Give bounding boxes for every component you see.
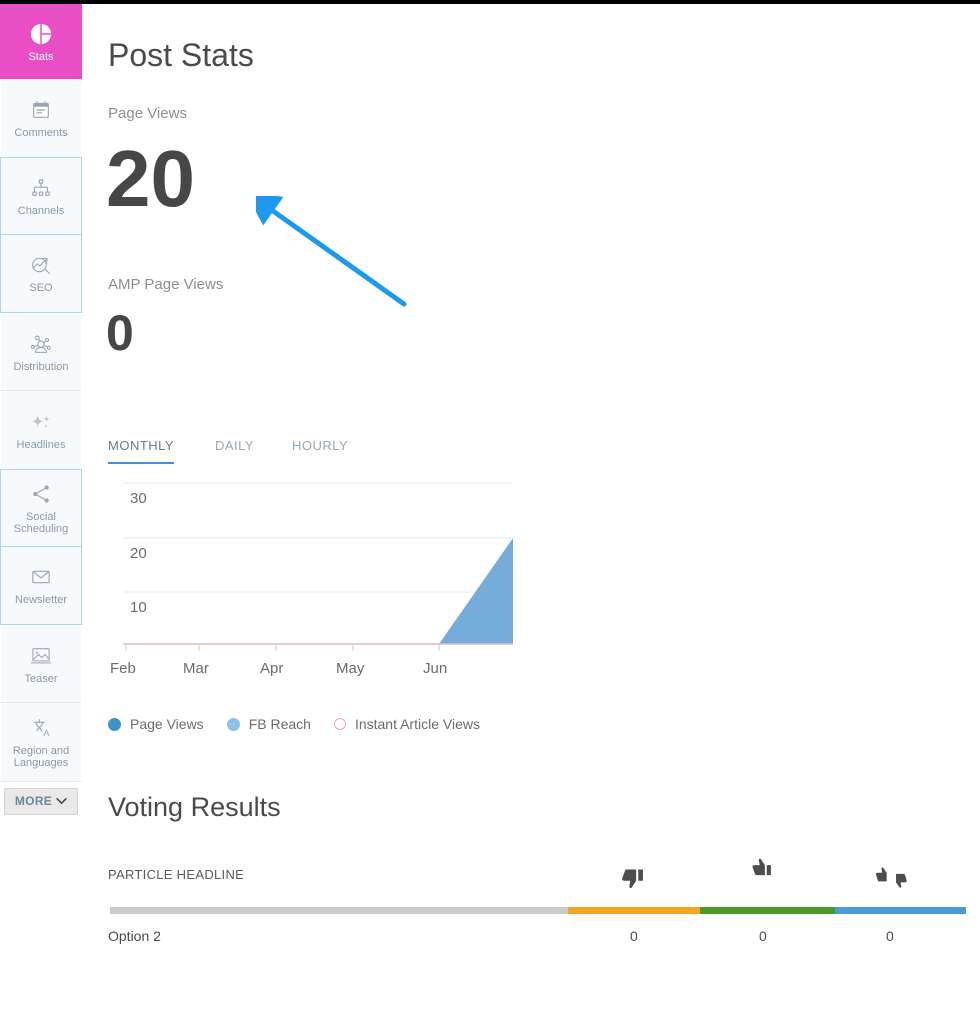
svg-text:Jun: Jun xyxy=(423,660,447,677)
svg-text:10: 10 xyxy=(130,599,147,616)
svg-text:May: May xyxy=(336,660,365,677)
svg-text:Apr: Apr xyxy=(260,660,283,677)
svg-text:Mar: Mar xyxy=(183,660,209,677)
svg-text:30: 30 xyxy=(130,490,147,507)
svg-text:Feb: Feb xyxy=(110,660,136,677)
svg-text:A: A xyxy=(43,728,49,738)
svg-text:20: 20 xyxy=(130,545,147,562)
